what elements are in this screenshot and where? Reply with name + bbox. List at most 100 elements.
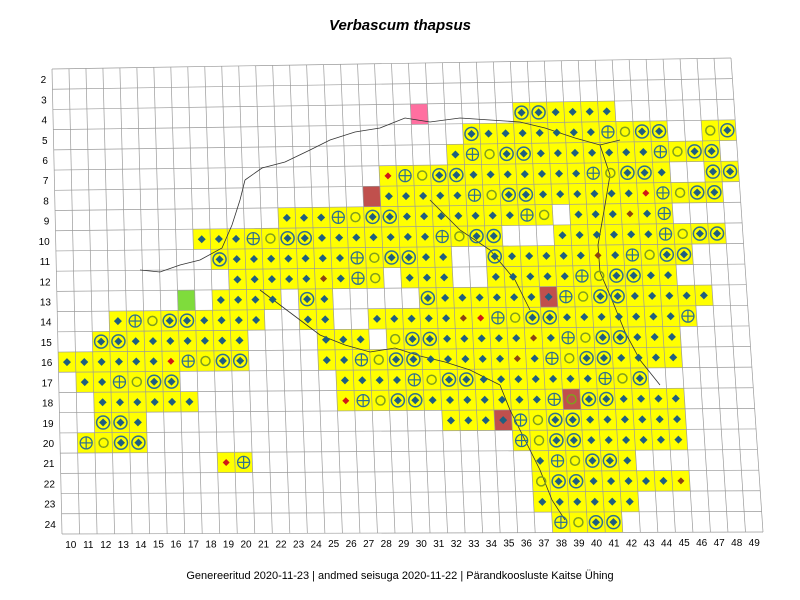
diamond-ring-marker [280, 231, 295, 246]
grid-line [577, 60, 606, 533]
diamond-marker [575, 230, 584, 239]
circle-marker [369, 272, 381, 284]
crossed-circle-marker [586, 166, 600, 180]
diamond-ring-marker [659, 247, 675, 262]
x-axis-label: 24 [311, 539, 323, 550]
diamond-marker [570, 148, 579, 157]
diamond-ring-marker [687, 144, 702, 159]
diamond-marker [132, 357, 141, 366]
circle-marker [265, 233, 276, 244]
diamond-marker [445, 396, 454, 405]
grid-line [52, 78, 733, 90]
diamond-marker [442, 314, 451, 323]
diamond-marker [149, 357, 158, 366]
grid-line [238, 65, 256, 534]
y-axis-label: 20 [43, 439, 55, 450]
diamond-marker [591, 210, 600, 219]
diamond-marker [643, 209, 652, 218]
circle-marker [532, 414, 544, 426]
crossed-circle-marker [356, 393, 370, 408]
grid-line [52, 98, 734, 110]
x-axis-label: 28 [381, 539, 393, 550]
brown-diamond-marker [594, 251, 602, 259]
diamond-marker [666, 312, 675, 321]
x-axis-label: 26 [346, 539, 358, 550]
grid-line [730, 57, 764, 533]
grid-line [53, 140, 737, 151]
diamond-marker [611, 251, 620, 260]
diamond-marker [234, 316, 243, 325]
circle-marker [677, 228, 688, 240]
diamond-ring-marker [581, 391, 597, 407]
x-axis-label: 10 [65, 540, 77, 551]
occupied-cell [615, 121, 635, 143]
map-title: Verbascum thapsus [329, 17, 471, 34]
grid-line [628, 59, 659, 533]
crossed-circle-marker [561, 331, 575, 345]
crossed-circle-marker [681, 309, 695, 323]
diamond-marker [375, 376, 384, 385]
crossed-circle-marker [658, 227, 673, 241]
grid-line [543, 61, 571, 533]
x-axis-label: 19 [223, 540, 235, 551]
diamond-ring-marker [93, 334, 109, 349]
grid-line [56, 263, 745, 272]
diamond-marker [185, 397, 194, 406]
diamond-marker [592, 230, 601, 239]
diamond-marker [471, 211, 480, 220]
grid-line [323, 64, 343, 534]
circle-marker [375, 395, 386, 406]
diamond-ring-marker [637, 165, 652, 180]
diamond-marker [583, 374, 592, 383]
diamond-marker [671, 394, 680, 403]
occupied-cell [576, 327, 595, 348]
grid-line [136, 67, 150, 534]
diamond-marker [133, 418, 142, 427]
diamond-marker [216, 295, 225, 304]
diamond-marker [590, 189, 599, 198]
y-axis-label: 24 [45, 520, 57, 531]
crossed-circle-marker [331, 210, 345, 224]
diamond-marker [267, 254, 276, 263]
diamond-marker [421, 232, 430, 241]
red-diamond-marker [342, 397, 350, 405]
diamond-marker [320, 294, 329, 303]
diamond-ring-marker [588, 514, 604, 530]
diamond-marker [150, 397, 159, 406]
diamond-marker [384, 192, 393, 201]
diamond-marker [369, 233, 378, 242]
diamond-marker [232, 234, 241, 243]
diamond-ring-marker [620, 165, 635, 181]
y-axis-label: 9 [44, 217, 50, 228]
diamond-marker [604, 436, 613, 445]
diamond-ring-marker [162, 313, 177, 328]
grid-line [509, 61, 536, 533]
y-axis-label: 23 [44, 500, 56, 511]
diamond-marker [492, 293, 501, 302]
diamond-marker [563, 313, 572, 322]
x-axis-label: 23 [293, 539, 305, 550]
y-axis-label: 22 [44, 479, 56, 490]
diamond-marker [299, 213, 308, 222]
diamond-ring-marker [365, 209, 380, 225]
diamond-marker [436, 191, 445, 200]
diamond-marker [639, 435, 648, 444]
diamond-marker [317, 233, 326, 242]
x-axis-label: 48 [731, 538, 743, 549]
diamond-marker [655, 415, 664, 424]
diamond-marker [335, 254, 344, 263]
diamond-ring-marker [705, 164, 721, 179]
diamond-marker [460, 334, 469, 343]
circle-marker [566, 393, 577, 405]
crossed-circle-marker [112, 375, 127, 389]
diamond-marker [559, 251, 568, 260]
diamond-marker [535, 128, 544, 137]
circle-marker [200, 355, 211, 367]
x-axis-label: 47 [714, 538, 726, 549]
diamond-marker [405, 273, 414, 282]
occupied-cell [535, 204, 554, 226]
x-axis-label: 16 [170, 540, 182, 551]
diamond-marker [572, 169, 581, 178]
circle-marker [147, 315, 158, 327]
diamond-ring-marker [599, 391, 614, 407]
